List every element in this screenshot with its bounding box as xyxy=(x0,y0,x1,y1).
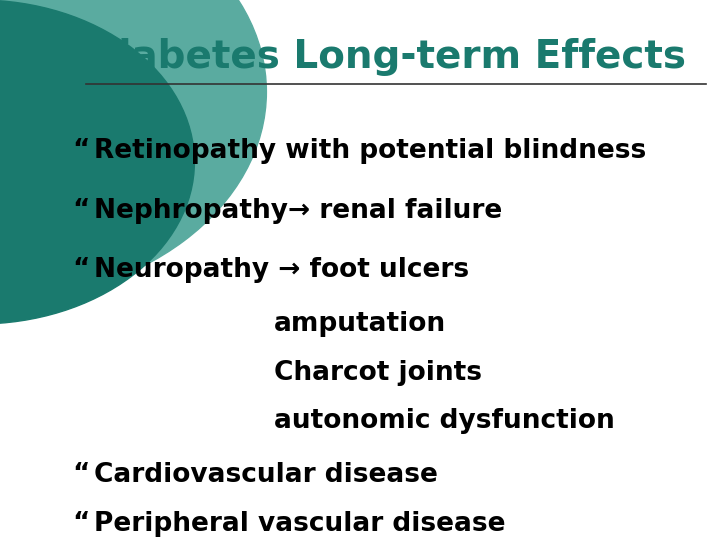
Text: “: “ xyxy=(72,511,89,537)
Text: Nephropathy→ renal failure: Nephropathy→ renal failure xyxy=(94,198,502,224)
Text: Charcot joints: Charcot joints xyxy=(274,360,482,386)
Text: “: “ xyxy=(72,138,89,164)
Text: Neuropathy → foot ulcers: Neuropathy → foot ulcers xyxy=(94,257,469,283)
Text: “: “ xyxy=(72,462,89,488)
Circle shape xyxy=(0,0,266,302)
Text: Peripheral vascular disease: Peripheral vascular disease xyxy=(94,511,505,537)
Text: Diabetes Long-term Effects: Diabetes Long-term Effects xyxy=(86,38,686,76)
Text: Cardiovascular disease: Cardiovascular disease xyxy=(94,462,438,488)
Text: Retinopathy with potential blindness: Retinopathy with potential blindness xyxy=(94,138,646,164)
Text: “: “ xyxy=(72,257,89,283)
Text: “: “ xyxy=(72,198,89,224)
Circle shape xyxy=(0,0,194,324)
Text: amputation: amputation xyxy=(274,311,446,337)
Text: autonomic dysfunction: autonomic dysfunction xyxy=(274,408,614,434)
